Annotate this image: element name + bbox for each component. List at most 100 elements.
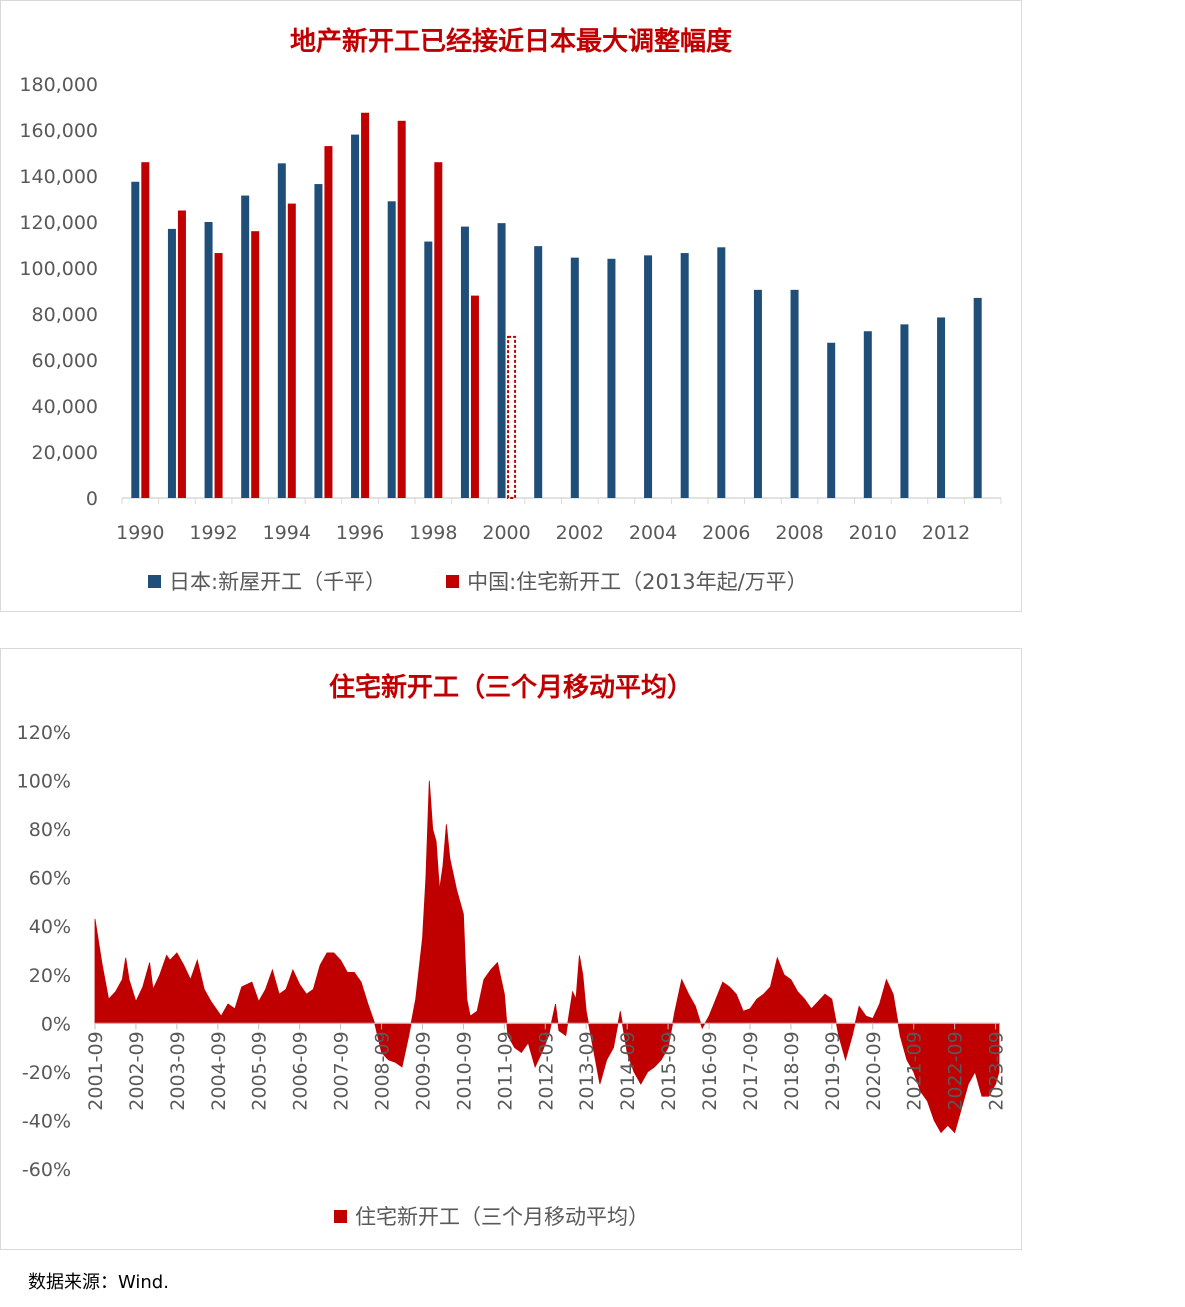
y-tick-label: 160,000 (19, 120, 98, 142)
bar-japan-2008 (790, 289, 799, 498)
x-tick-label: 2007-09 (331, 1031, 353, 1110)
x-tick-label: 2002-09 (126, 1031, 148, 1110)
x-tick-label: 2023-09 (986, 1031, 1008, 1110)
x-tick-label: 2016-09 (699, 1031, 721, 1110)
x-tick-label: 1992 (189, 522, 237, 544)
bar-chart-title: 地产新开工已经接近日本最大调整幅度 (289, 27, 732, 57)
y-tick-label: 60% (29, 868, 71, 890)
x-tick-label: 2004 (629, 522, 677, 544)
bar-china-1999 (470, 295, 479, 498)
x-tick-label: 2006 (702, 522, 750, 544)
area-chart-panel: 住宅新开工（三个月移动平均） -60% -40% -20% 0% 20% 40% 60% 80… (0, 648, 1022, 1250)
x-tick-label: 2013-09 (576, 1031, 598, 1110)
x-tick-label: 2008-09 (372, 1031, 394, 1110)
y-tick-label: 100% (17, 771, 71, 793)
area-chart-svg: -60% -40% -20% 0% 20% 40% 60% 80% 100% 120% 2001-0… (17, 722, 1008, 1181)
bar-chart-panel: 地产新开工已经接近日本最大调整幅度 0 20,000 40,000 60,000 80,… (0, 0, 1022, 612)
bar-china-1997 (397, 120, 406, 499)
bar-japan-2004 (644, 255, 653, 498)
bar-chart-svg: 0 20,000 40,000 60,000 80,000 100,000 120,000 1… (19, 74, 1002, 544)
bar-china-1992 (214, 253, 223, 498)
x-tick-label: 2010 (849, 522, 897, 544)
x-tick-label: 1994 (263, 522, 311, 544)
bar-japan-2012 (937, 317, 946, 498)
legend-swatch-japan (148, 574, 161, 588)
bar-japan-2010 (863, 331, 872, 498)
y-tick-label: -60% (22, 1159, 71, 1181)
bar-japan-2005 (680, 253, 689, 498)
y-tick-label: 60,000 (32, 350, 98, 372)
bar-chart-legend: 日本:新屋开工（千平） 中国:住宅新开工（2013年起/万平） (148, 566, 808, 596)
bar-japan-1993 (241, 195, 250, 499)
x-tick-label: 2008 (775, 522, 823, 544)
legend-label-china: 中国:住宅新开工（2013年起/万平） (467, 570, 808, 594)
bar-china-1993 (251, 231, 260, 498)
y-tick-label: 120,000 (19, 212, 98, 234)
legend-label-japan: 日本:新屋开工（千平） (169, 570, 387, 594)
bar-china-1994 (287, 203, 296, 498)
x-tick-label: 1996 (336, 522, 384, 544)
x-tick-label: 1998 (409, 522, 457, 544)
bar-japan-2003 (607, 258, 616, 498)
x-tick-label: 2005-09 (249, 1031, 271, 1110)
y-tick-label: 20,000 (32, 442, 98, 464)
bar-china-1998 (434, 162, 443, 498)
y-tick-label: 40,000 (32, 396, 98, 418)
x-tick-label: 2004-09 (208, 1031, 230, 1110)
y-tick-label: 80% (29, 819, 71, 841)
data-source-note: 数据来源：Wind. (28, 1272, 169, 1293)
bar-japan-1995 (314, 184, 323, 499)
y-tick-label: 180,000 (19, 74, 98, 96)
bar-japan-2007 (753, 289, 762, 498)
bar-japan-1999 (460, 226, 469, 498)
x-tick-label: 2014-09 (617, 1031, 639, 1110)
bar-china-1995 (324, 146, 333, 498)
x-tick-label: 2003-09 (167, 1031, 189, 1110)
x-tick-label: 2009-09 (413, 1031, 435, 1110)
bar-japan-1998 (424, 241, 433, 499)
bar-china-1991 (177, 210, 186, 498)
x-tick-label: 2017-09 (740, 1031, 762, 1110)
x-tick-label: 2000 (482, 522, 530, 544)
x-tick-label: 2006-09 (290, 1031, 312, 1110)
y-tick-label: 120% (17, 722, 71, 744)
y-tick-label: 20% (29, 965, 71, 987)
bar-japan-1994 (277, 163, 286, 498)
x-tick-label: 2012 (922, 522, 970, 544)
bar-japan-2011 (900, 324, 909, 498)
bar-japan-1990 (131, 181, 140, 498)
area-chart-legend: 住宅新开工（三个月移动平均） (334, 1201, 649, 1231)
x-tick-label: 2010-09 (453, 1031, 475, 1110)
legend-swatch-china (446, 574, 460, 588)
y-tick-label: 140,000 (19, 166, 98, 188)
area-chart-title: 住宅新开工（三个月移动平均） (328, 673, 693, 703)
x-tick-label: 2021-09 (904, 1031, 926, 1110)
x-tick-label: 1990 (116, 522, 164, 544)
legend-swatch-housing-starts (334, 1209, 347, 1223)
y-tick-label: -40% (22, 1110, 71, 1132)
x-tick-label: 2001-09 (85, 1031, 107, 1110)
x-tick-label: 2012-09 (535, 1031, 557, 1110)
bar-japan-1991 (167, 228, 176, 498)
bar-japan-2013 (973, 297, 982, 498)
x-tick-label: 2002 (556, 522, 604, 544)
bar-china-2000 (507, 335, 517, 499)
bar-japan-2000 (497, 223, 506, 498)
bar-china-1990 (141, 162, 150, 498)
y-tick-label: -20% (22, 1062, 71, 1084)
y-tick-label: 0 (86, 488, 98, 510)
legend-label-housing-starts: 住宅新开工（三个月移动平均） (355, 1205, 649, 1229)
y-tick-label: 100,000 (19, 258, 98, 280)
bar-japan-1996 (351, 134, 360, 498)
area-housing-starts (94, 780, 1000, 1134)
bar-japan-2002 (570, 257, 579, 498)
bar-japan-1997 (387, 201, 396, 499)
bar-japan-1992 (204, 222, 213, 498)
x-tick-label: 2018-09 (781, 1031, 803, 1110)
x-tick-label: 2020-09 (863, 1031, 885, 1110)
x-tick-label: 2019-09 (822, 1031, 844, 1110)
x-tick-label: 2022-09 (945, 1031, 967, 1110)
bar-japan-2001 (534, 246, 543, 498)
y-tick-label: 0% (41, 1013, 71, 1035)
bar-japan-2009 (827, 342, 836, 498)
